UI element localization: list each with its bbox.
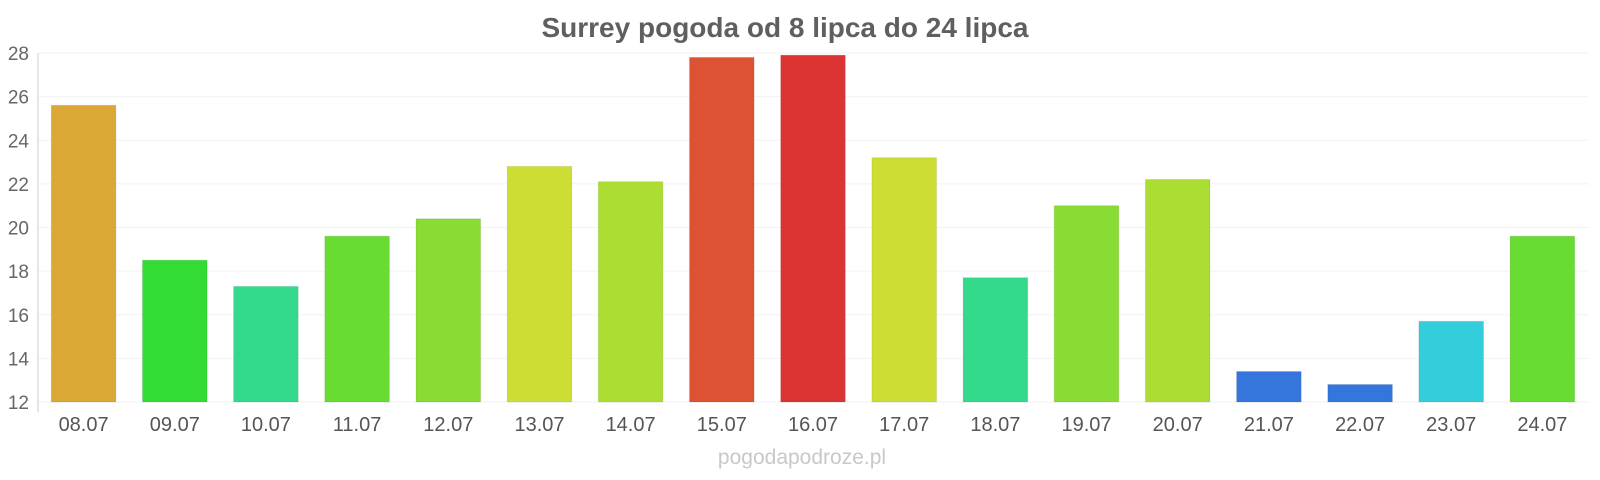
x-tick-label: 19.07 [1061, 414, 1111, 436]
y-tick-label: 14 [8, 349, 30, 370]
bar-16.07 [780, 54, 846, 403]
bar-23.07 [1418, 320, 1485, 403]
bar-19.07 [1053, 205, 1120, 403]
x-tick-label: 23.07 [1426, 414, 1476, 436]
bar-15.07 [689, 56, 755, 403]
bar-08.07 [50, 104, 117, 403]
bar-18.07 [962, 277, 1029, 403]
bars [50, 54, 1576, 403]
y-tick-label: 24 [8, 131, 30, 152]
watermark: pogodapodroze.pl [718, 446, 886, 469]
x-tick-label: 08.07 [59, 414, 109, 436]
y-tick-label: 18 [8, 262, 29, 283]
x-tick-label: 21.07 [1244, 414, 1294, 436]
x-tick-label: 12.07 [423, 414, 473, 436]
x-axis: 08.07 09.07 10.07 11.07 12.07 13.07 14.07 15.07… [59, 414, 1568, 436]
x-tick-label: 18.07 [970, 414, 1020, 436]
bar-10.07 [233, 285, 299, 403]
chart-title: Surrey pogoda od 8 lipca do 24 lipca [541, 12, 1028, 43]
y-tick-label: 22 [8, 175, 29, 196]
bar-20.07 [1144, 179, 1211, 403]
bar-17.07 [871, 157, 938, 403]
x-tick-label: 10.07 [241, 414, 291, 436]
x-tick-label: 13.07 [514, 414, 564, 436]
x-tick-label: 15.07 [697, 414, 747, 436]
x-tick-label: 22.07 [1335, 414, 1385, 436]
y-tick-label: 12 [8, 393, 29, 414]
y-tick-label: 20 [8, 219, 29, 240]
bar-21.07 [1236, 371, 1302, 403]
bar-22.07 [1327, 384, 1393, 403]
bar-11.07 [324, 235, 390, 403]
bar-09.07 [142, 259, 208, 403]
x-tick-label: 14.07 [606, 414, 656, 436]
x-tick-label: 17.07 [879, 414, 929, 436]
bar-14.07 [597, 181, 664, 403]
bar-12.07 [415, 218, 482, 403]
y-tick-label: 26 [8, 88, 29, 109]
x-tick-label: 16.07 [788, 414, 838, 436]
x-tick-label: 11.07 [333, 414, 382, 436]
x-tick-label: 09.07 [150, 414, 200, 436]
x-tick-label: 24.07 [1517, 414, 1567, 436]
x-tick-label: 20.07 [1153, 414, 1203, 436]
y-tick-label: 16 [8, 306, 29, 327]
bar-24.07 [1509, 235, 1576, 403]
bar-13.07 [506, 165, 573, 403]
y-tick-label: 28 [8, 44, 29, 65]
y-axis: 12 14 16 18 20 22 24 26 28 [8, 44, 39, 414]
